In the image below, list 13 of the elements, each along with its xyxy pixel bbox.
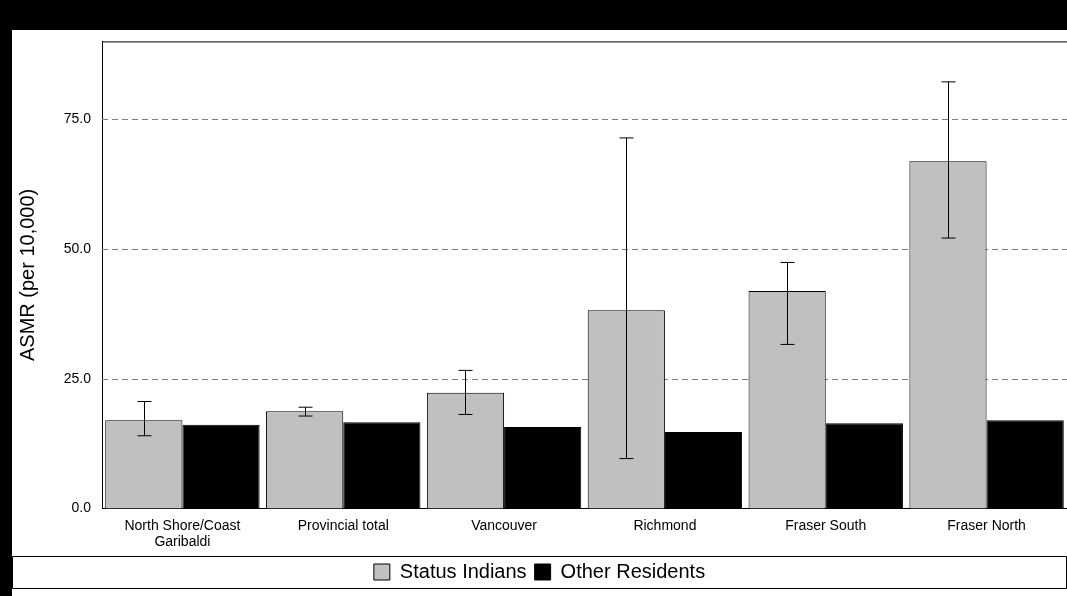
legend-label: Status Indians — [399, 559, 527, 582]
y-tick-label: 25.0 — [63, 369, 92, 386]
y-tick-label: 75.0 — [63, 110, 92, 127]
x-tick-label: Fraser North — [947, 516, 1026, 533]
x-tick-label: Richmond — [633, 516, 697, 533]
legend-label: Other Residents — [560, 559, 706, 582]
x-tick-label: Provincial total — [297, 516, 389, 533]
y-axis-title: ASMR (per 10,000) — [15, 188, 38, 362]
y-tick-label: 50.0 — [63, 239, 92, 256]
x-tick-label: North Shore/Coast Garibaldi — [124, 516, 241, 550]
y-tick-label: 0.0 — [71, 499, 92, 516]
x-tick-label: Vancouver — [471, 516, 538, 533]
x-tick-label: Fraser South — [785, 516, 867, 533]
